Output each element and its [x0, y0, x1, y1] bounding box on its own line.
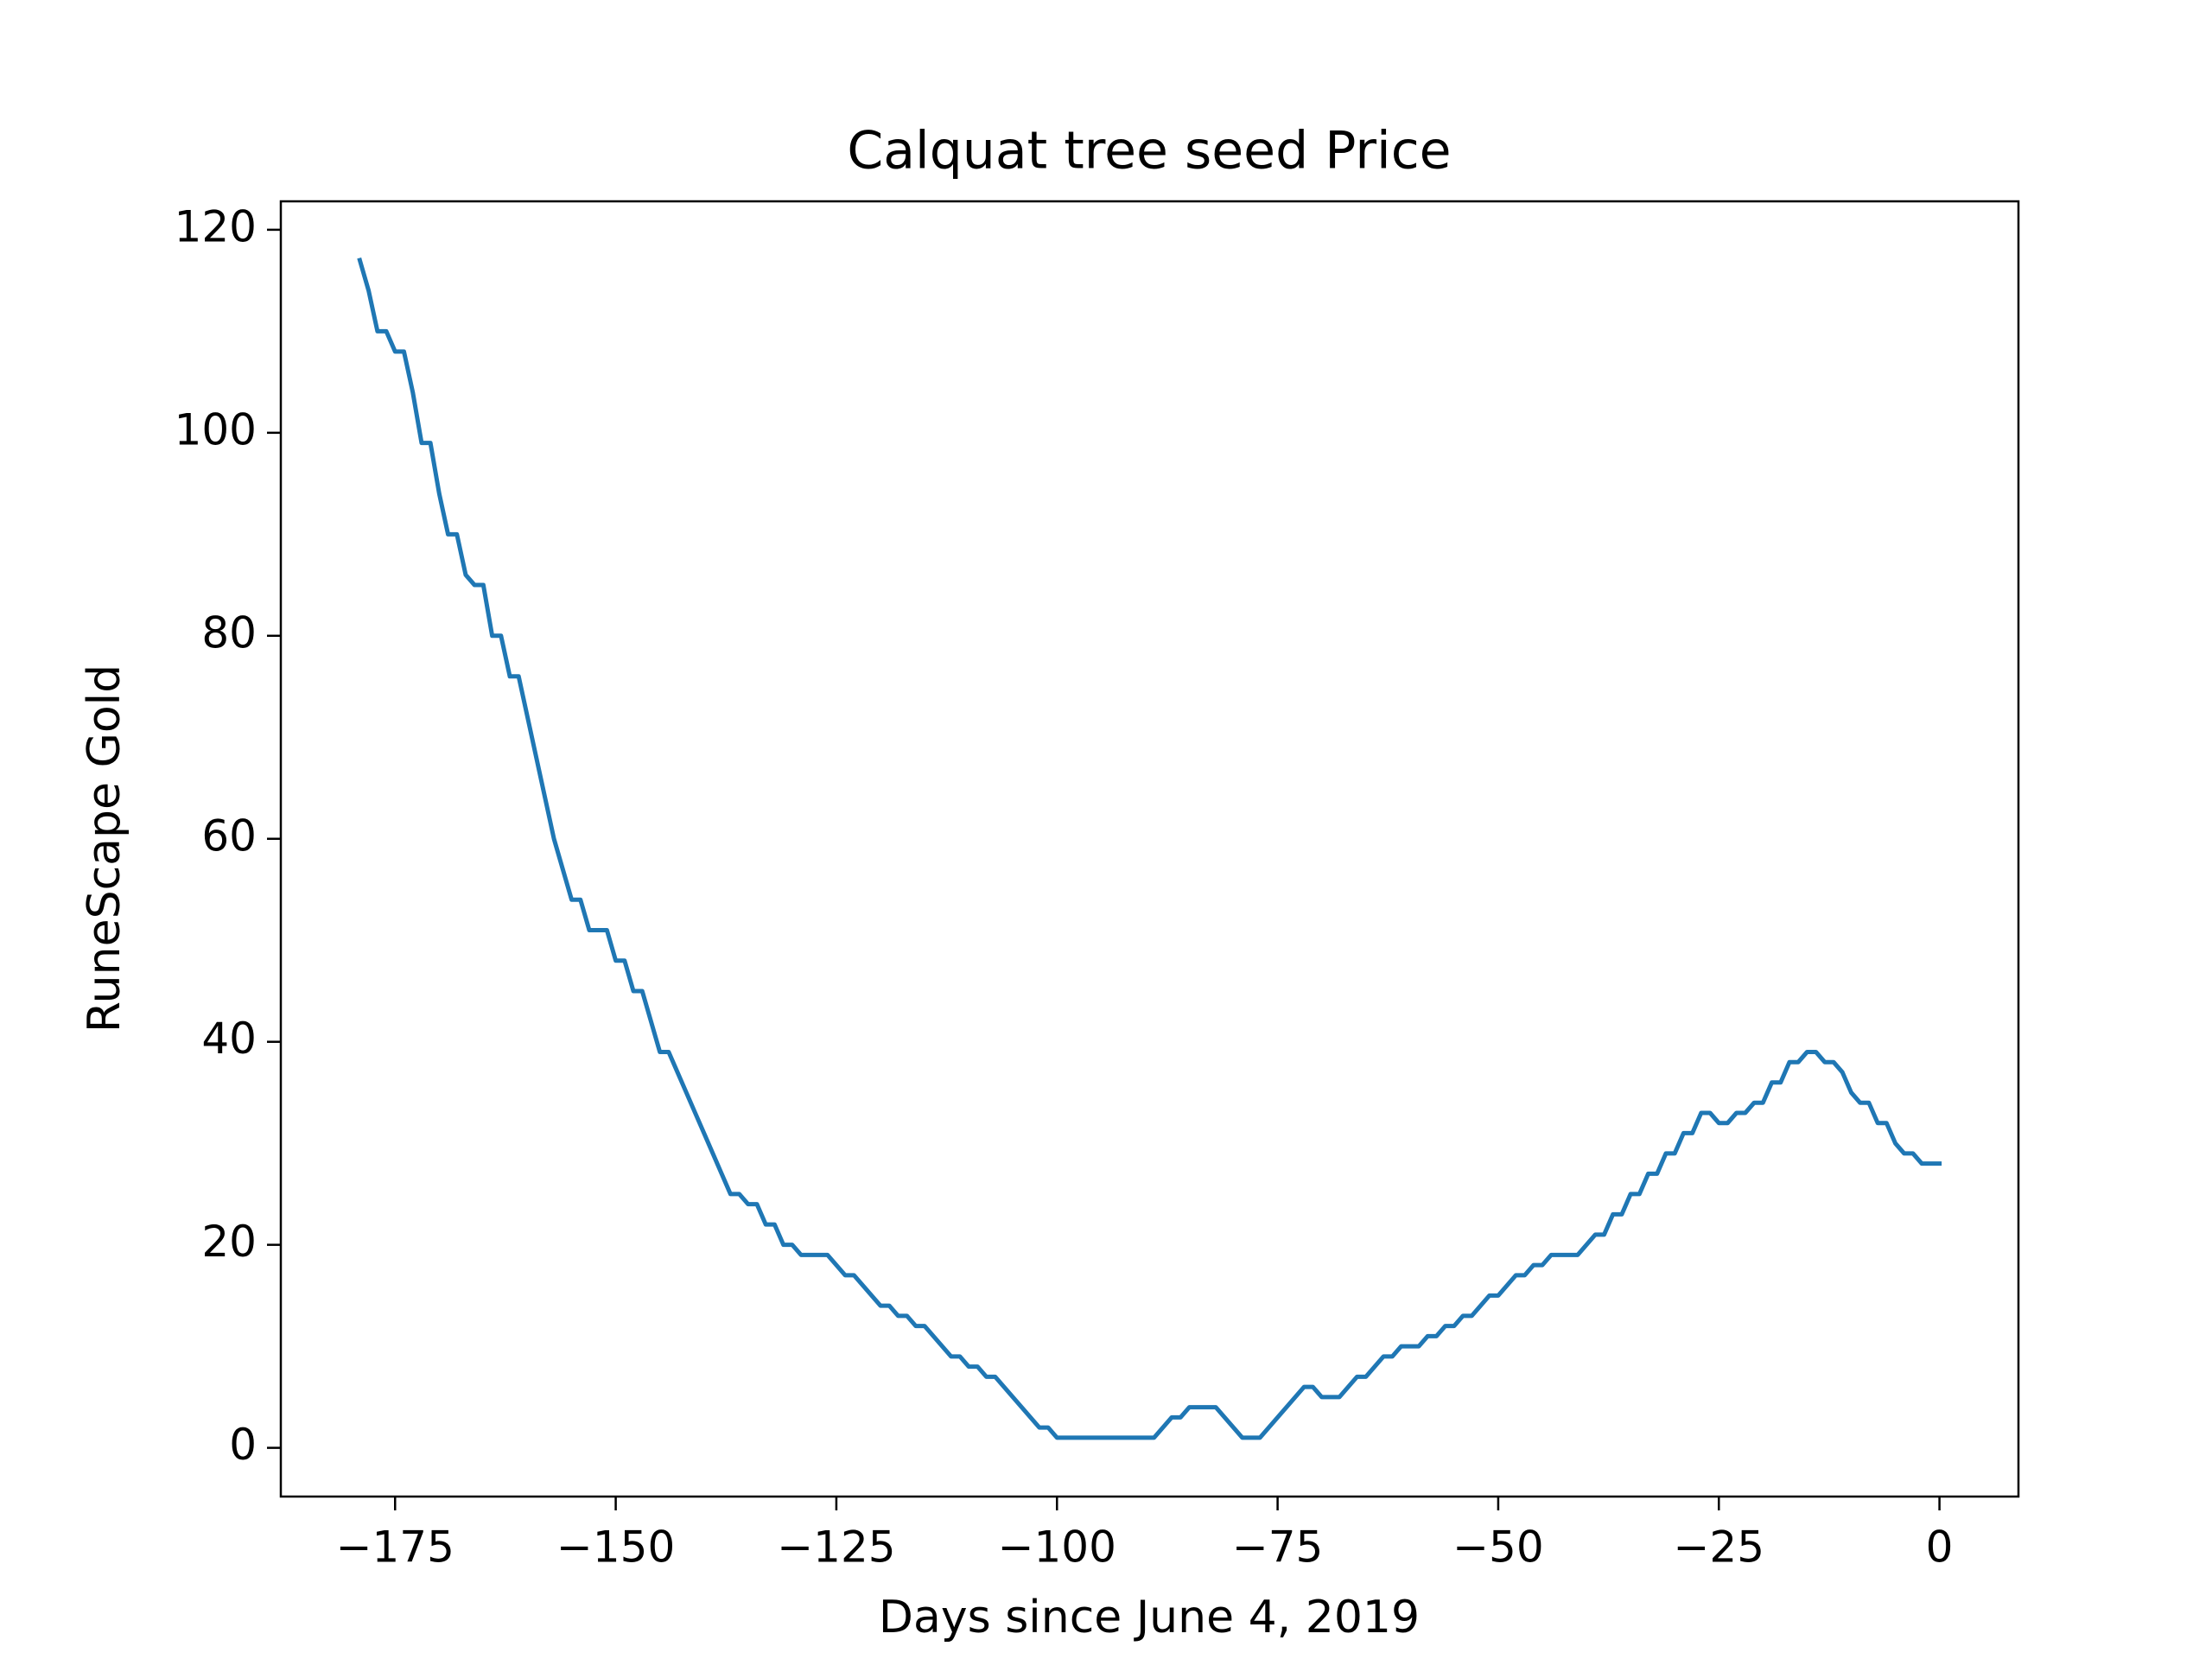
data-line	[357, 257, 1942, 1440]
y-tick-label: 60	[201, 810, 257, 861]
x-tick-label: −100	[998, 1522, 1116, 1573]
x-tick-label: −150	[556, 1522, 675, 1573]
x-tick-label: −175	[336, 1522, 454, 1573]
y-tick-label: 80	[201, 607, 257, 658]
x-tick-label: −25	[1673, 1522, 1764, 1573]
y-tick-label: 120	[175, 201, 257, 251]
x-tick-label: −125	[777, 1522, 895, 1573]
y-tick-label: 20	[201, 1217, 257, 1267]
x-axis-label: Days since June 4, 2019	[879, 1592, 1420, 1643]
plot-frame	[279, 200, 2020, 1498]
y-tick-label: 0	[229, 1420, 257, 1470]
y-tick-label: 40	[201, 1014, 257, 1064]
x-tick-label: 0	[1926, 1522, 1954, 1573]
x-tick-label: −50	[1452, 1522, 1544, 1573]
y-tick-label: 100	[175, 404, 257, 454]
y-axis-label: RuneScape Gold	[79, 664, 130, 1033]
x-tick-label: −75	[1232, 1522, 1324, 1573]
chart-title: Calquat tree seed Price	[847, 121, 1451, 181]
